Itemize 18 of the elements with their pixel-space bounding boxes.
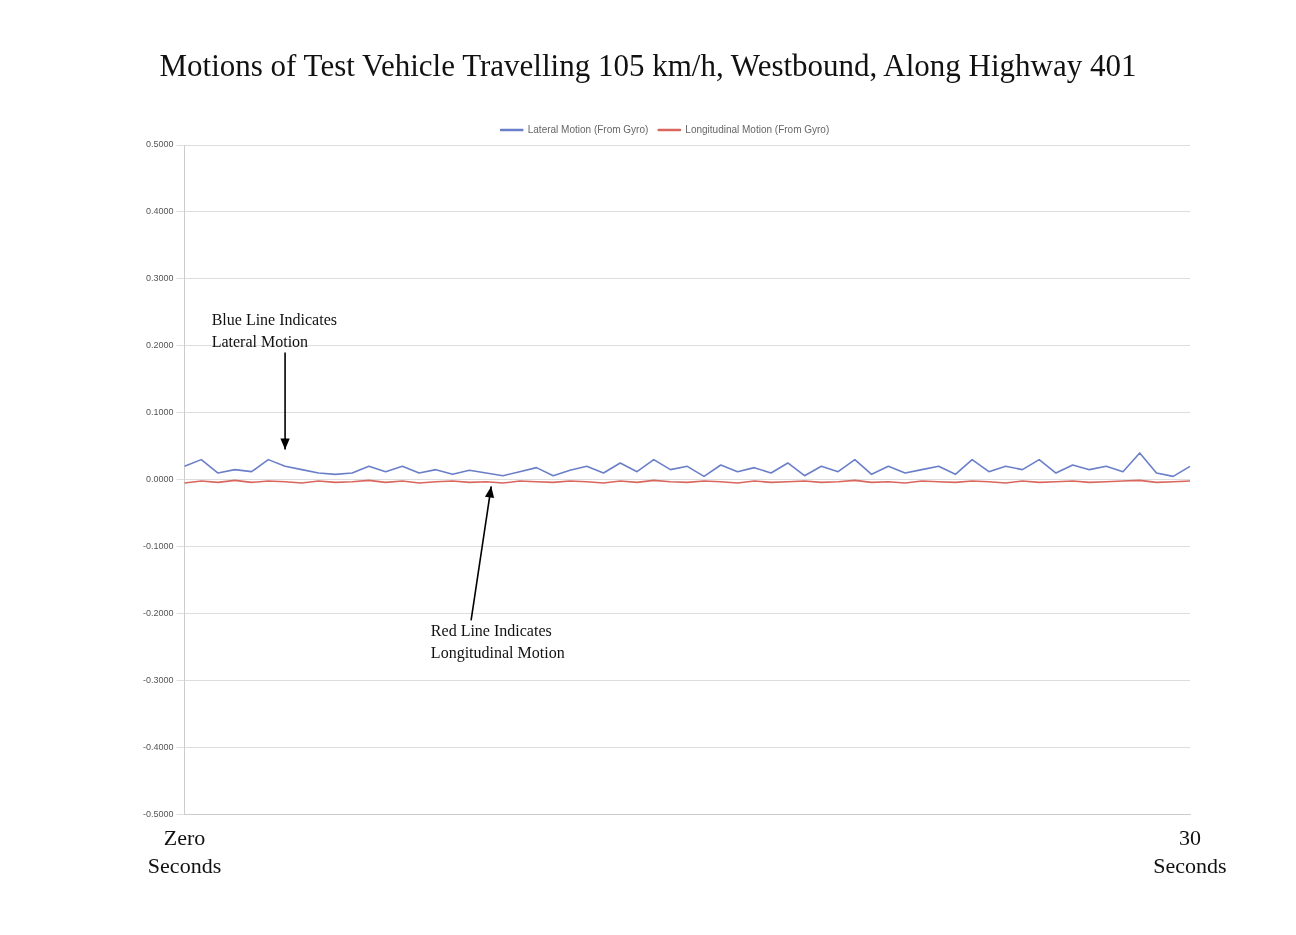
y-tick-label: -0.3000 <box>142 675 174 685</box>
y-tick-label: -0.2000 <box>142 608 174 619</box>
text: Zero Seconds <box>147 824 222 878</box>
y-tick-label: 0.2000 <box>145 340 174 351</box>
y-tick-label: 0.1000 <box>145 407 174 418</box>
y-tick-label: 0.0000 <box>145 474 174 485</box>
legend-label: Lateral Motion (From Gyro) <box>527 123 649 135</box>
y-tick-label: 0.3000 <box>145 273 174 284</box>
annotation: Red Line Indicates Longitudinal Motion <box>430 622 565 663</box>
y-tick-label: 0.5000 <box>145 139 174 150</box>
y-tick-label: -0.5000 <box>142 808 174 819</box>
legend-label: Longitudinal Motion (From Gyro) <box>685 123 830 135</box>
chart-title: Motions of Test Vehicle Travelling 105 km/h, Westbound, Along Highway 401 <box>158 48 1138 84</box>
text: 30 Seconds <box>1153 824 1227 878</box>
y-tick-label: -0.4000 <box>142 741 174 752</box>
y-tick-label: 0.4000 <box>145 206 174 217</box>
annotation: Blue Line Indicates Lateral Motion <box>211 310 337 350</box>
y-tick-label: -0.1000 <box>142 541 174 552</box>
